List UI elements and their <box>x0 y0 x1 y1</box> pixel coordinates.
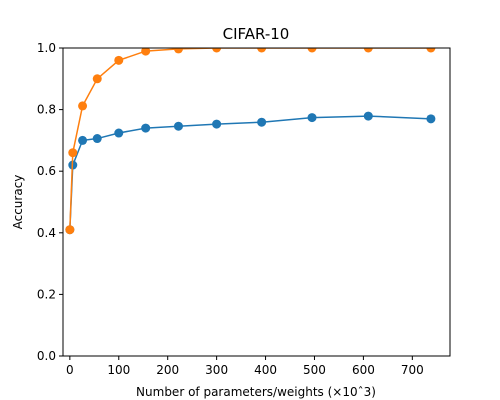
series-2-point <box>426 48 436 53</box>
series-2-point <box>78 101 88 111</box>
chart-title: CIFAR-10 <box>223 25 290 43</box>
series-2-point <box>68 148 78 158</box>
series-1-point <box>212 119 222 129</box>
y-axis: 0.0 0.2 0.4 0.6 0.8 1.0 <box>37 41 63 363</box>
series-2-point <box>141 48 151 56</box>
series-1-point <box>114 128 124 138</box>
x-tick-label: 100 <box>107 363 130 377</box>
y-tick-label: 1.0 <box>37 41 56 55</box>
y-axis-label: Accuracy <box>11 175 25 230</box>
series-1-point <box>257 117 267 127</box>
series-2-point <box>212 48 222 53</box>
x-tick-label: 600 <box>352 363 375 377</box>
series-1-point <box>92 134 102 144</box>
plot-frame <box>62 47 451 357</box>
y-tick-label: 0.0 <box>37 349 56 363</box>
x-tick-label: 400 <box>254 363 277 377</box>
series-1-point <box>141 123 151 133</box>
series-2-point <box>307 48 317 53</box>
series-1-point <box>307 113 317 123</box>
y-tick-label: 0.4 <box>37 226 56 240</box>
x-tick-label: 200 <box>156 363 179 377</box>
series-2-point <box>65 225 75 235</box>
y-tick-label: 0.8 <box>37 103 56 117</box>
series-1-line <box>69 115 431 230</box>
series-2-point <box>92 74 102 84</box>
x-axis-label: Number of parameters/weights (×10ˆ3) <box>136 385 376 399</box>
x-tick-label: 500 <box>303 363 326 377</box>
series-2-point <box>257 48 267 53</box>
series-2-point <box>363 48 373 53</box>
x-tick-label: 300 <box>205 363 228 377</box>
series-1-point <box>78 135 88 145</box>
series-2-point <box>173 48 183 54</box>
x-tick-label: 700 <box>401 363 424 377</box>
series-2-point <box>114 55 124 65</box>
x-axis: 0 100 200 300 400 500 600 700 <box>66 356 424 377</box>
x-tick-label: 0 <box>66 363 74 377</box>
y-tick-label: 0.2 <box>37 287 56 301</box>
series-1-point <box>426 114 436 124</box>
plot-area <box>65 48 436 235</box>
series-1-point <box>363 111 373 121</box>
series-1-point <box>173 121 183 131</box>
series-2-line <box>69 48 431 230</box>
y-tick-label: 0.6 <box>37 164 56 178</box>
